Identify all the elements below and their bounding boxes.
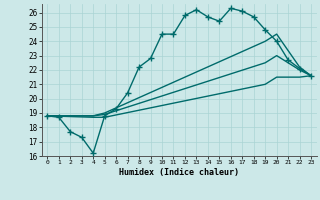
- X-axis label: Humidex (Indice chaleur): Humidex (Indice chaleur): [119, 168, 239, 177]
